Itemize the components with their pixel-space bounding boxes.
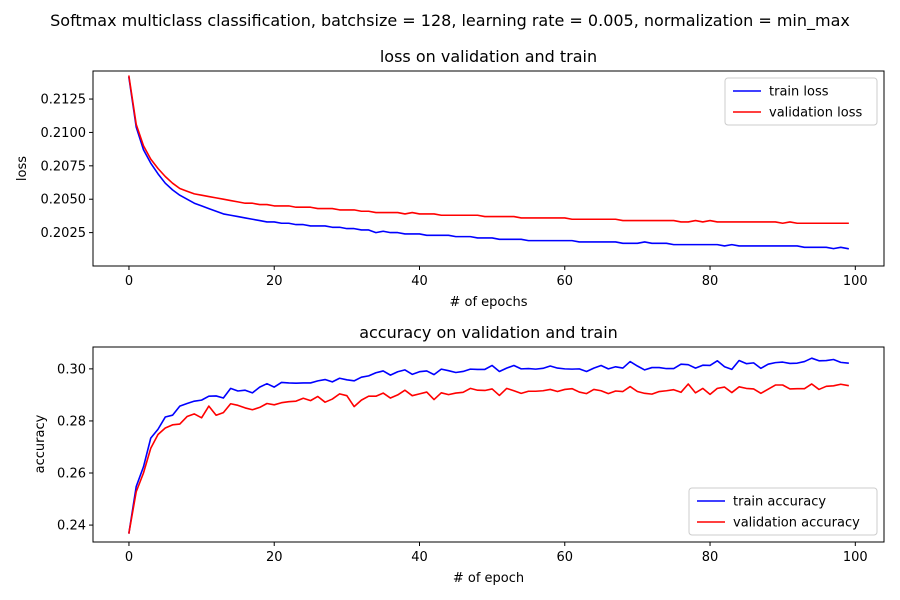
loss-subplot-y-axis-label: loss [15, 156, 30, 181]
accuracy-subplot-lines [128, 357, 849, 534]
accuracy-subplot-y-axis-label: accuracy [33, 414, 48, 473]
y-tick-label: 0.2125 [41, 93, 87, 108]
x-tick-label: 40 [411, 550, 428, 565]
series-line-validation-accuracy [128, 383, 849, 534]
x-tick-label: 100 [843, 274, 868, 289]
y-tick-label: 0.2100 [41, 126, 87, 141]
x-tick-label: 100 [843, 550, 868, 565]
legend-label-validation-accuracy: validation accuracy [733, 516, 860, 531]
x-tick-label: 60 [556, 550, 573, 565]
series-line-train-accuracy [128, 357, 849, 534]
accuracy-subplot-x-ticks: 0 20 40 60 80 100 [125, 542, 868, 565]
y-tick-label: 0.2050 [41, 193, 87, 208]
accuracy-subplot: accuracy on validation and train 0 20 40 60… [33, 323, 885, 586]
y-tick-label: 0.2075 [41, 159, 87, 174]
loss-subplot-lines [128, 75, 849, 250]
loss-subplot: loss on validation and train 0 20 40 60 80 10… [15, 47, 885, 310]
legend-label-validation-loss: validation loss [769, 106, 862, 121]
x-tick-label: 20 [266, 550, 283, 565]
accuracy-subplot-x-axis-label: # of epoch [453, 571, 524, 586]
accuracy-subplot-title: accuracy on validation and train [359, 323, 618, 342]
loss-subplot-frame [92, 70, 885, 267]
x-tick-label: 40 [411, 274, 428, 289]
legend-label-train-accuracy: train accuracy [733, 495, 826, 510]
x-tick-label: 60 [556, 274, 573, 289]
x-tick-label: 0 [125, 274, 133, 289]
y-tick-label: 0.30 [57, 362, 86, 377]
y-tick-label: 0.26 [57, 467, 86, 482]
x-tick-label: 20 [266, 274, 283, 289]
accuracy-subplot-legend: train accuracy validation accuracy [688, 487, 878, 536]
series-line-validation-loss [128, 75, 849, 225]
legend-box [724, 77, 878, 126]
y-tick-label: 0.28 [57, 414, 86, 429]
x-tick-label: 80 [702, 550, 719, 565]
loss-subplot-title: loss on validation and train [380, 47, 597, 66]
figure-suptitle: Softmax multiclass classification, batch… [50, 11, 850, 31]
loss-subplot-x-ticks: 0 20 40 60 80 100 [125, 266, 868, 289]
loss-subplot-x-axis-label: # of epochs [449, 295, 527, 310]
loss-subplot-y-ticks: 0.2025 0.2050 0.2075 0.2100 0.2125 [41, 93, 93, 241]
x-tick-label: 80 [702, 274, 719, 289]
y-tick-label: 0.24 [57, 519, 86, 534]
loss-subplot-legend: train loss validation loss [724, 77, 878, 126]
legend-label-train-loss: train loss [769, 85, 829, 100]
accuracy-subplot-y-ticks: 0.24 0.26 0.28 0.30 [57, 362, 93, 534]
x-tick-label: 0 [125, 550, 133, 565]
accuracy-subplot-frame [92, 346, 885, 543]
legend-box [688, 487, 878, 536]
y-tick-label: 0.2025 [41, 226, 87, 241]
series-line-train-loss [128, 76, 849, 250]
